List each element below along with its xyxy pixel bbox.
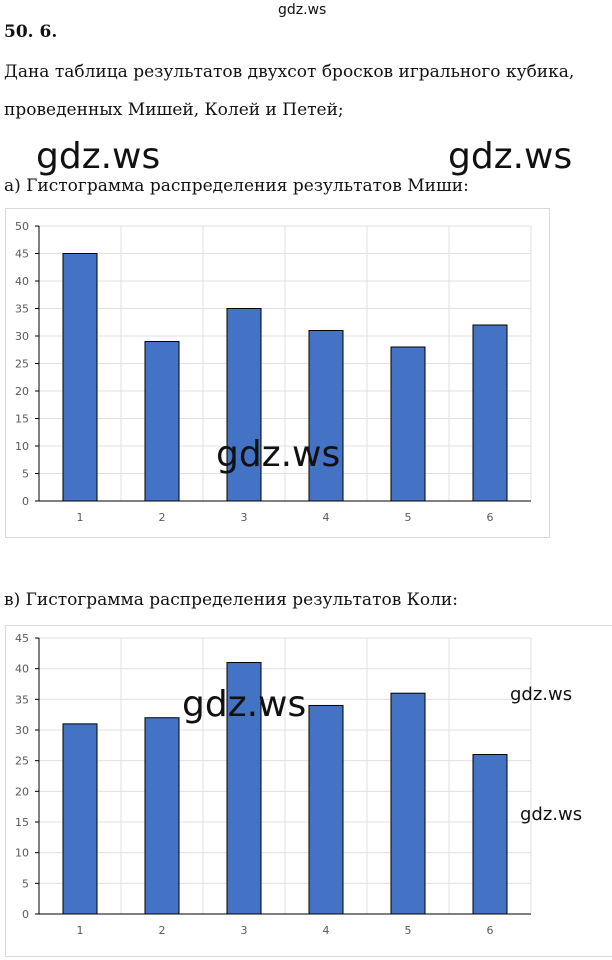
- bar: [226, 308, 262, 502]
- bar: [62, 723, 98, 915]
- bar: [308, 330, 344, 502]
- intro-text: Дана таблица результатов двухсот бросков…: [4, 62, 575, 82]
- y-tick-label: 30: [15, 330, 29, 343]
- watermark: gdz.ws: [216, 434, 341, 475]
- x-tick-label: 4: [323, 924, 330, 937]
- x-tick-label: 6: [487, 511, 494, 524]
- y-tick-label: 15: [15, 413, 29, 426]
- y-tick-label: 25: [15, 358, 29, 371]
- y-tick-label: 25: [15, 755, 29, 768]
- bar: [144, 717, 180, 915]
- watermark: gdz.ws: [182, 684, 307, 725]
- x-tick-label: 2: [159, 511, 166, 524]
- y-tick-label: 20: [15, 385, 29, 398]
- y-tick-label: 50: [15, 220, 29, 233]
- watermark: gdz.ws: [36, 136, 161, 177]
- intro-text: проведенных Мишей, Колей и Петей;: [4, 100, 344, 120]
- x-tick-label: 5: [405, 511, 412, 524]
- bar: [390, 346, 426, 502]
- y-tick-label: 10: [15, 440, 29, 453]
- y-tick-label: 0: [22, 495, 29, 508]
- y-tick-label: 35: [15, 693, 29, 706]
- y-tick-label: 45: [15, 632, 29, 645]
- y-tick-label: 40: [15, 663, 29, 676]
- x-tick-label: 4: [323, 511, 330, 524]
- bar: [144, 341, 180, 502]
- y-tick-label: 5: [22, 468, 29, 481]
- bar: [308, 704, 344, 915]
- x-tick-label: 1: [77, 924, 84, 937]
- watermark: gdz.ws: [278, 2, 327, 18]
- part-b-heading: в) Гистограмма распределения результатов…: [4, 590, 458, 610]
- bar: [390, 692, 426, 915]
- watermark: gdz.ws: [520, 804, 583, 825]
- y-tick-label: 10: [15, 847, 29, 860]
- x-tick-label: 3: [241, 924, 248, 937]
- y-tick-label: 30: [15, 724, 29, 737]
- bar: [472, 754, 508, 915]
- bar: [62, 253, 98, 502]
- watermark: gdz.ws: [448, 136, 573, 177]
- problem-number: 50. 6.: [4, 22, 58, 42]
- y-tick-label: 35: [15, 303, 29, 316]
- x-tick-label: 5: [405, 924, 412, 937]
- watermark: gdz.ws: [510, 684, 573, 705]
- chart-b: 0 5 10 15 20 25 30 35 40 45 1 2 3 4 5 6: [5, 625, 612, 957]
- y-tick-label: 15: [15, 816, 29, 829]
- y-tick-label: 5: [22, 877, 29, 890]
- x-tick-label: 3: [241, 511, 248, 524]
- y-tick-label: 40: [15, 275, 29, 288]
- bar: [226, 662, 262, 915]
- y-tick-label: 45: [15, 248, 29, 261]
- chart-a: 0 5 10 15 20 25 30 35 40 45 50 1 2 3 4 5 6: [5, 208, 550, 538]
- part-a-heading: а) Гистограмма распределения результатов…: [4, 176, 469, 196]
- y-tick-label: 0: [22, 908, 29, 921]
- y-tick-label: 20: [15, 785, 29, 798]
- bar: [472, 324, 508, 502]
- x-tick-label: 6: [487, 924, 494, 937]
- x-tick-label: 1: [77, 511, 84, 524]
- x-tick-label: 2: [159, 924, 166, 937]
